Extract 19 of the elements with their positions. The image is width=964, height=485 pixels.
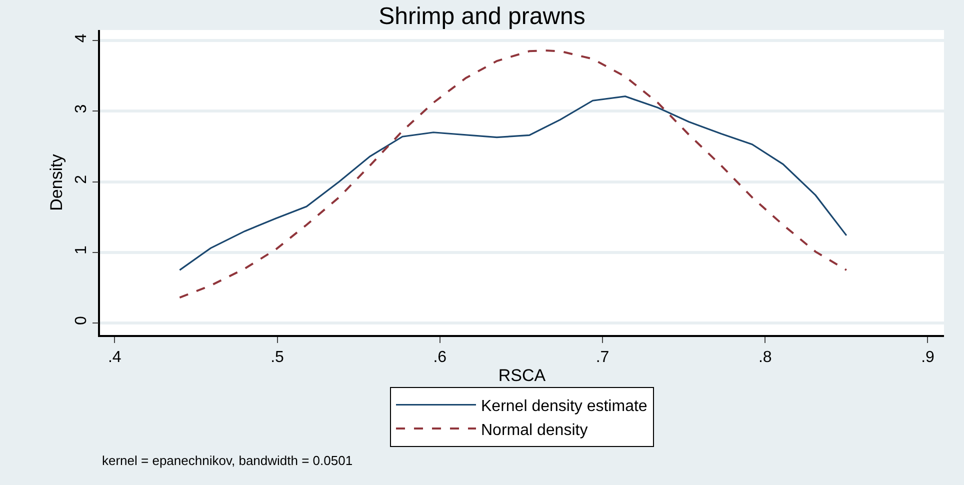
text: kernel = epanechnikov, bandwidth = 0.0501 [102,453,353,468]
x-tick-label: .6 [433,348,447,366]
legend-label: Kernel density estimate [481,398,648,415]
x-tick-label: .9 [921,348,935,366]
x-tick-label: .4 [108,348,122,366]
y-tick-label: 2 [72,174,90,184]
chart-title: Shrimp and prawns [378,3,586,30]
x-tick-label: .5 [270,348,284,366]
x-axis-title: RSCA [498,366,546,385]
y-tick-label: 1 [72,245,90,254]
line-series [178,96,848,271]
y-tick-label: 4 [72,34,90,43]
line-series [178,49,848,299]
x-tick-label: .7 [596,348,610,366]
x-tick-label: .8 [758,348,772,366]
y-tick-label: 3 [72,104,90,114]
legend-label: Normal density [481,422,588,439]
y-axis-title: Density [46,154,66,211]
y-tick-label: 0 [72,316,90,326]
